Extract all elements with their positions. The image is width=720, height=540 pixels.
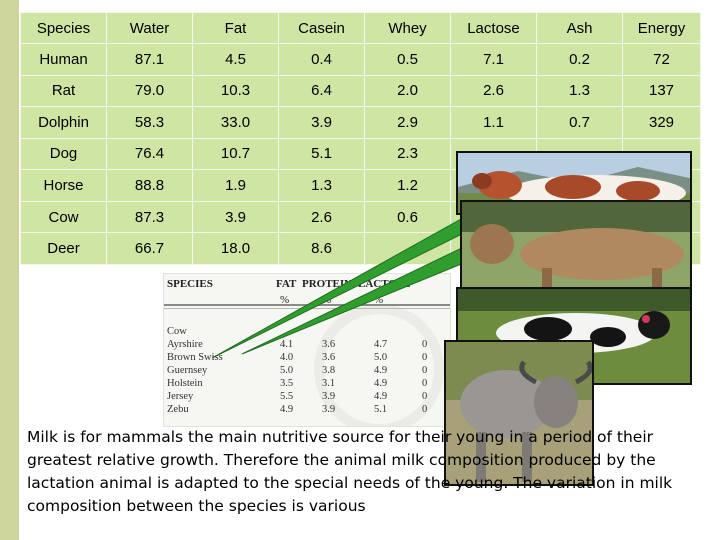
inset-cell-fat: 4.1 (280, 339, 294, 350)
cell-casein: 1.3 (278, 169, 365, 202)
inset-cell-fat: 3.5 (280, 378, 294, 389)
cell-casein: 0.4 (278, 43, 365, 76)
cell-whey: 0.5 (364, 43, 451, 76)
inset-row: Zebu 4.9 3.9 5.1 0 (164, 404, 450, 416)
left-accent-bar (0, 0, 19, 540)
cell-ash: 0.2 (536, 43, 623, 76)
cell-whey: 2.9 (364, 106, 451, 139)
zebu-illustration (446, 342, 592, 484)
inset-cell-breed: Zebu (167, 404, 189, 415)
inset-cell-extra: 0 (422, 365, 428, 376)
inset-cell-lactose: 5.0 (374, 352, 388, 363)
inset-cell-breed: Jersey (167, 391, 194, 402)
inset-cell-breed: Holstein (167, 378, 203, 389)
inset-cell-extra: 0 (422, 404, 428, 415)
inset-cell-breed: Cow (167, 326, 187, 337)
inset-unit-lactose: % (374, 294, 384, 306)
inset-cell-lactose: 4.9 (374, 378, 388, 389)
header-ash: Ash (536, 12, 623, 44)
cell-casein: 3.9 (278, 106, 365, 139)
cell-species: Human (20, 43, 107, 76)
cell-whey: 2.0 (364, 74, 451, 108)
inset-cell-breed: Brown Swiss (167, 352, 223, 363)
cell-species: Rat (20, 74, 107, 108)
photo-ayrshire-cow (456, 151, 692, 215)
header-lactose: Lactose (450, 12, 537, 44)
callout-pointer-upper (211, 213, 479, 359)
inset-cell-protein: 3.9 (322, 391, 336, 402)
inset-row: Ayrshire 4.1 3.6 4.7 0 (164, 339, 450, 351)
table-row: Dolphin 58.3 33.0 3.9 2.9 1.1 0.7 329 (20, 106, 701, 139)
header-fat: Fat (192, 12, 279, 44)
photo-brown-swiss-cow (460, 200, 692, 292)
inset-row: Cow (164, 326, 450, 338)
inset-row: Jersey 5.5 3.9 4.9 0 (164, 391, 450, 403)
inset-cell-fat: 5.5 (280, 391, 294, 402)
cell-species: Cow (20, 200, 107, 234)
table-header-row: Species Water Fat Casein Whey Lactose As… (20, 12, 701, 44)
cell-ash: 1.3 (536, 74, 623, 108)
inset-cell-protein: 3.9 (322, 404, 336, 415)
callout-pointer-lower (241, 243, 477, 355)
cell-water: 88.8 (106, 169, 193, 202)
cell-species: Dolphin (20, 106, 107, 139)
inset-cell-extra: 0 (422, 339, 428, 350)
cell-water: 79.0 (106, 74, 193, 108)
inset-cell-fat: 4.0 (280, 352, 294, 363)
watermark-seal (314, 304, 444, 426)
inset-cell-extra: 0 (422, 378, 428, 389)
photo-zebu (444, 340, 594, 486)
inset-cell-lactose: 4.7 (374, 339, 388, 350)
inset-cell-protein: 3.8 (322, 365, 336, 376)
inset-cell-breed: Ayrshire (167, 339, 203, 350)
cell-water: 66.7 (106, 232, 193, 265)
header-whey: Whey (364, 12, 451, 44)
cow-breed-inset-table: SPECIES FAT PROTEIN LACTOSE % % % Cow Ay… (163, 273, 451, 427)
inset-header-fat: FAT (276, 278, 297, 290)
header-energy: Energy (622, 12, 701, 44)
inset-cell-lactose: 4.9 (374, 365, 388, 376)
cell-fat: 10.7 (192, 137, 279, 171)
inset-cell-lactose: 5.1 (374, 404, 388, 415)
header-casein: Casein (278, 12, 365, 44)
inset-cell-extra: 0 (422, 352, 428, 363)
inset-row: Guernsey 5.0 3.8 4.9 0 (164, 365, 450, 377)
inset-cell-protein: 3.6 (322, 339, 336, 350)
inset-cell-protein: 3.1 (322, 378, 336, 389)
cell-lactose: 1.1 (450, 106, 537, 139)
inset-unit-fat: % (280, 294, 290, 306)
cell-casein: 2.6 (278, 200, 365, 234)
cell-fat: 18.0 (192, 232, 279, 265)
inset-row: Holstein 3.5 3.1 4.9 0 (164, 378, 450, 390)
inset-header-species: SPECIES (167, 278, 213, 290)
caption-text: Milk is for mammals the main nutritive s… (27, 428, 673, 515)
cell-water: 76.4 (106, 137, 193, 171)
inset-cell-fat: 4.9 (280, 404, 294, 415)
cell-fat: 1.9 (192, 169, 279, 202)
cell-water: 58.3 (106, 106, 193, 139)
inset-cell-lactose: 4.9 (374, 391, 388, 402)
inset-cell-extra: 0 (422, 391, 428, 402)
cell-water: 87.3 (106, 200, 193, 234)
cell-species: Deer (20, 232, 107, 265)
cell-casein: 8.6 (278, 232, 365, 265)
inset-row: Brown Swiss 4.0 3.6 5.0 0 (164, 352, 450, 364)
inset-cell-protein: 3.6 (322, 352, 336, 363)
inset-cell-breed: Guernsey (167, 365, 208, 376)
brown-swiss-cow-illustration (462, 202, 690, 290)
inset-cell-fat: 5.0 (280, 365, 294, 376)
